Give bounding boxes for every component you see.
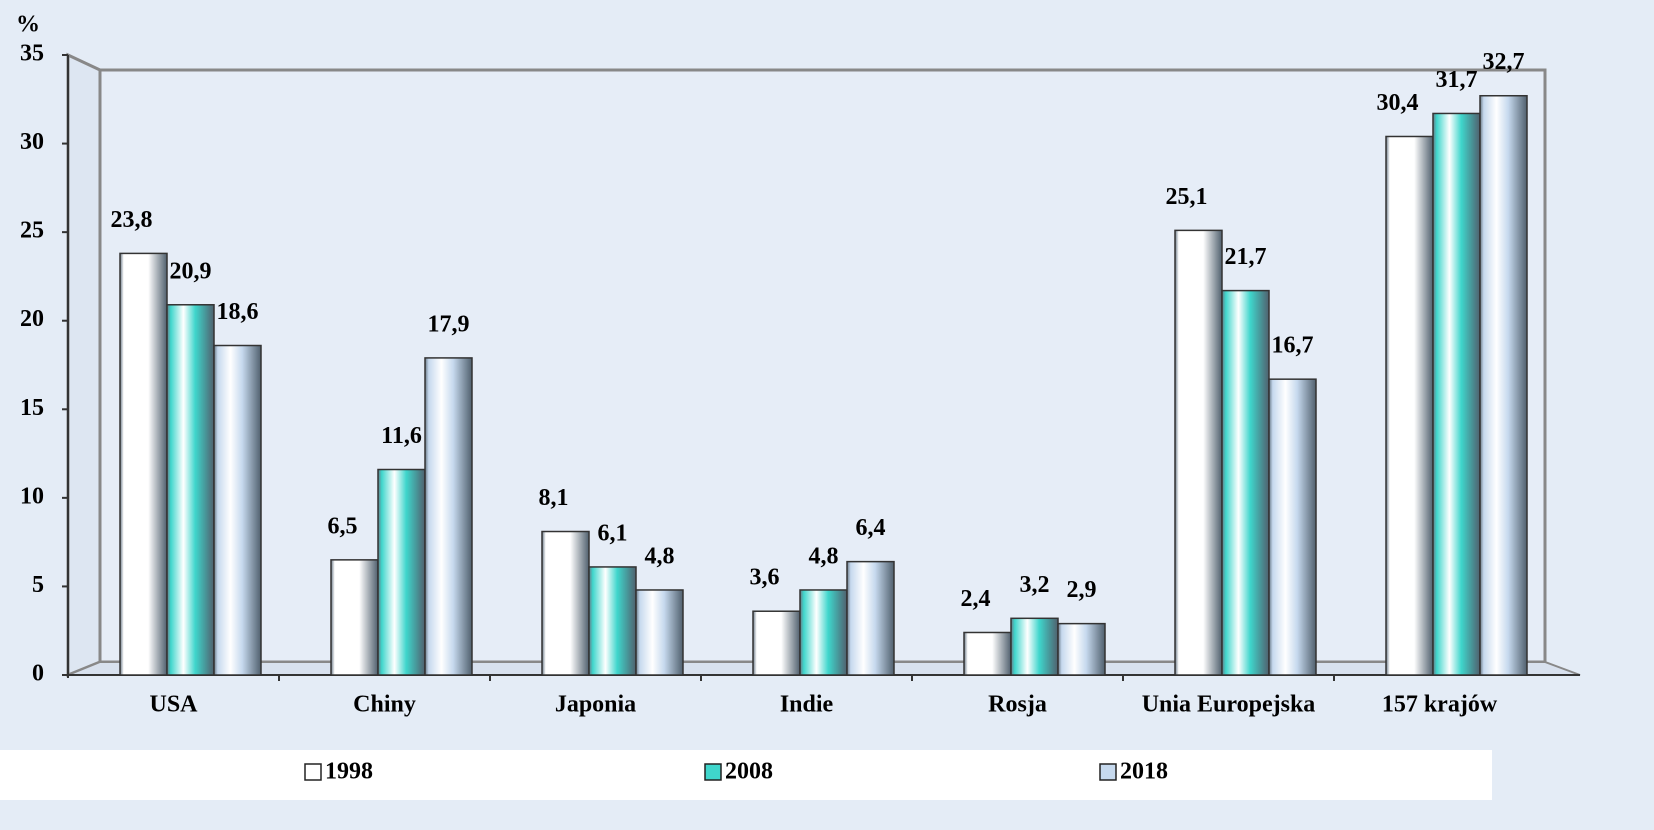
value-label: 3,6 — [750, 565, 780, 591]
legend-swatch — [704, 763, 722, 781]
value-label: 6,1 — [598, 520, 628, 546]
bar — [1221, 289, 1270, 676]
legend-label: 1998 — [325, 759, 373, 785]
y-tick-label: 20 — [20, 306, 44, 332]
x-tick-label: Rosja — [988, 692, 1047, 718]
value-label: 2,9 — [1067, 577, 1097, 603]
value-label: 11,6 — [381, 423, 422, 449]
value-label: 4,8 — [809, 543, 839, 569]
back-wall — [98, 68, 1547, 664]
value-label: 4,8 — [645, 543, 675, 569]
value-label: 21,7 — [1225, 244, 1267, 270]
side-wall — [66, 52, 102, 678]
bar — [588, 566, 637, 676]
y-tick-label: 5 — [32, 572, 44, 598]
value-label: 31,7 — [1436, 67, 1478, 93]
value-label: 23,8 — [111, 207, 153, 233]
legend-box — [0, 750, 1492, 800]
bar — [963, 631, 1012, 676]
y-axis-label: % — [16, 12, 40, 38]
y-tick-label: 25 — [20, 218, 44, 244]
x-tick-label: Japonia — [555, 692, 636, 718]
value-label: 17,9 — [428, 311, 470, 337]
bar — [424, 357, 473, 676]
y-tick-label: 35 — [20, 41, 44, 67]
x-tick-label: USA — [149, 692, 198, 718]
y-tick-label: 0 — [32, 661, 44, 687]
value-label: 2,4 — [961, 586, 991, 612]
bar — [1174, 229, 1223, 676]
y-tick-label: 15 — [20, 395, 44, 421]
bar — [846, 560, 895, 676]
x-tick-label: Unia Europejska — [1142, 692, 1316, 718]
y-tick-label: 10 — [20, 483, 44, 509]
value-label: 18,6 — [217, 299, 259, 325]
x-tick-label: Chiny — [353, 692, 416, 718]
bar — [166, 304, 215, 676]
value-label: 25,1 — [1166, 184, 1208, 210]
value-label: 8,1 — [539, 485, 569, 511]
value-label: 6,5 — [328, 513, 358, 539]
bar — [119, 252, 168, 676]
bar — [1432, 112, 1481, 676]
y-tick-label: 30 — [20, 129, 44, 155]
legend-swatch — [304, 763, 322, 781]
bar — [377, 468, 426, 676]
x-tick-label: Indie — [780, 692, 834, 718]
bar — [213, 344, 262, 676]
bar — [1010, 617, 1059, 676]
value-label: 30,4 — [1377, 90, 1419, 116]
value-label: 16,7 — [1272, 333, 1314, 359]
legend-label: 2008 — [725, 759, 773, 785]
legend-swatch — [1099, 763, 1117, 781]
value-label: 6,4 — [856, 515, 886, 541]
value-label: 20,9 — [170, 258, 212, 284]
bar — [541, 530, 590, 676]
bar — [1479, 94, 1528, 676]
bar — [635, 589, 684, 676]
legend-label: 2018 — [1120, 759, 1168, 785]
bar — [799, 589, 848, 676]
bar — [1057, 622, 1106, 676]
value-label: 32,7 — [1483, 49, 1525, 75]
bar — [1385, 135, 1434, 676]
bar — [1268, 378, 1317, 676]
value-label: 3,2 — [1020, 572, 1050, 598]
bar — [330, 559, 379, 676]
x-tick-label: 157 krajów — [1382, 692, 1498, 718]
bar — [752, 610, 801, 676]
